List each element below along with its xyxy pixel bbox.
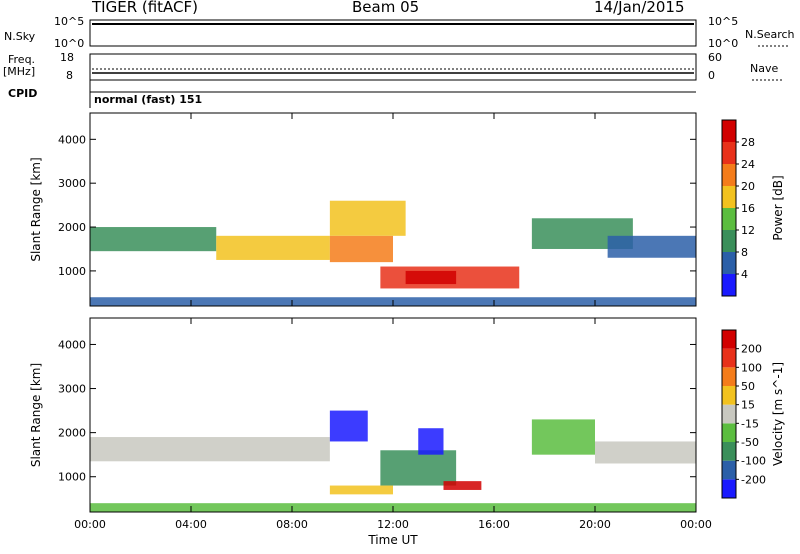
- velocity-ytick-label: 3000: [58, 383, 86, 396]
- velocity-xtick-label: 20:00: [579, 518, 611, 531]
- velocity-ylabel: Slant Range [km]: [29, 363, 43, 467]
- velocity-ytick-label: 4000: [58, 338, 86, 351]
- velocity-ytick-label: 1000: [58, 471, 86, 484]
- velocity-region: [595, 441, 696, 464]
- power-colorbar-label: 28: [741, 136, 755, 149]
- velocity-colorbar-label: -100: [741, 455, 766, 468]
- velocity-colorbar-segment: [722, 423, 736, 442]
- velocity-colorbar-segment: [722, 460, 736, 480]
- date-title: 14/Jan/2015: [594, 0, 685, 16]
- freq-panel: [89, 53, 697, 81]
- velocity-region: [329, 410, 368, 442]
- power-ytick-label: 1000: [58, 265, 86, 278]
- velocity-colorbar-segment: [722, 442, 736, 461]
- velocity-xtick-label: 00:00: [74, 518, 106, 531]
- power-ytick-label: 2000: [58, 221, 86, 234]
- velocity-colorbar-label: 50: [741, 380, 755, 393]
- velocity-colorbar-segment: [722, 367, 736, 386]
- power-colorbar-label: 20: [741, 180, 755, 193]
- power-ytick-label: 3000: [58, 177, 86, 190]
- velocity-colorbar-segment: [722, 348, 736, 368]
- velocity-region: [531, 419, 595, 455]
- nave-label: Nave: [750, 62, 779, 75]
- power-colorbar-segment: [722, 142, 736, 164]
- velocity-xtick-label: 16:00: [478, 518, 510, 531]
- freq-label: Freq.: [8, 53, 36, 66]
- power-ylabel: Slant Range [km]: [29, 157, 43, 261]
- velocity-colorbar-frame: [721, 329, 737, 499]
- velocity-colorbar-label: 15: [741, 399, 755, 412]
- velocity-xlabel: Time UT: [367, 533, 418, 547]
- power-region: [607, 235, 696, 258]
- nave-tick-top: 60: [708, 51, 722, 64]
- power-colorbar-label: 16: [741, 202, 755, 215]
- velocity-region: [443, 481, 482, 490]
- power-colorbar-segment: [722, 230, 736, 252]
- velocity-region: [380, 450, 457, 486]
- velocity-colorbar-segment: [722, 479, 736, 498]
- velocity-colorbar-segment: [722, 404, 736, 424]
- velocity-xtick-label: 12:00: [377, 518, 409, 531]
- velocity-ytick-label: 2000: [58, 427, 86, 440]
- velocity-region: [329, 485, 393, 495]
- power-region: [329, 235, 393, 263]
- power-colorbar-title: Power [dB]: [771, 175, 785, 240]
- nsearch-tick-top: 10^5: [708, 15, 739, 28]
- power-panel: 1000 2000 3000 4000 Slant Range [km] 4 8 12 16 20…: [29, 112, 785, 307]
- power-region: [405, 270, 457, 285]
- velocity-colorbar-label: -50: [741, 436, 759, 449]
- power-colorbar-label: 4: [741, 268, 748, 281]
- velocity-colorbar-segment: [722, 330, 736, 349]
- power-region: [90, 227, 217, 252]
- velocity-colorbar-label: -15: [741, 417, 759, 430]
- power-ytick-label: 4000: [58, 133, 86, 146]
- nsky-label: N.Sky: [4, 30, 36, 43]
- velocity-region: [418, 428, 444, 455]
- freq-unit: [MHz]: [3, 65, 36, 78]
- cpid-value: normal (fast) 151: [94, 93, 203, 106]
- power-colorbar-segment: [722, 274, 736, 296]
- power-region: [216, 235, 330, 260]
- velocity-xtick-label: 08:00: [276, 518, 308, 531]
- velocity-colorbar-label: 100: [741, 361, 762, 374]
- velocity-colorbar-label: -200: [741, 473, 766, 486]
- cpid-label: CPID: [8, 87, 38, 100]
- power-colorbar-label: 24: [741, 158, 755, 171]
- power-region: [329, 200, 406, 236]
- velocity-region: [90, 437, 330, 462]
- nsearch-label: N.Search: [745, 28, 795, 41]
- velocity-xtick-label: 04:00: [175, 518, 207, 531]
- beam-title: Beam 05: [352, 0, 420, 16]
- power-colorbar-label: 8: [741, 246, 748, 259]
- velocity-xtick-label: 00:00: [680, 518, 712, 531]
- nsearch-tick-bottom: 10^0: [708, 37, 739, 50]
- freq-tick-bottom: 8: [66, 69, 73, 82]
- nsky-tick-top: 10^5: [54, 15, 85, 28]
- velocity-colorbar-title: Velocity [m s^-1]: [771, 362, 785, 466]
- freq-tick-top: 18: [60, 51, 74, 64]
- velocity-colorbar-segment: [722, 386, 736, 405]
- nsky-tick-bottom: 10^0: [54, 37, 85, 50]
- power-colorbar-segment: [722, 120, 736, 142]
- nave-tick-bottom: 0: [708, 69, 715, 82]
- power-colorbar-segment: [722, 252, 736, 274]
- station-title: TIGER (fitACF): [92, 0, 199, 16]
- power-colorbar-segment: [722, 208, 736, 230]
- velocity-colorbar-label: 200: [741, 343, 762, 356]
- power-colorbar-segment: [722, 164, 736, 186]
- power-colorbar-label: 12: [741, 224, 755, 237]
- power-colorbar-segment: [722, 186, 736, 208]
- velocity-panel: 1000 2000 3000 4000 00:00 04:00 08:00 12:00 16:0…: [29, 317, 785, 547]
